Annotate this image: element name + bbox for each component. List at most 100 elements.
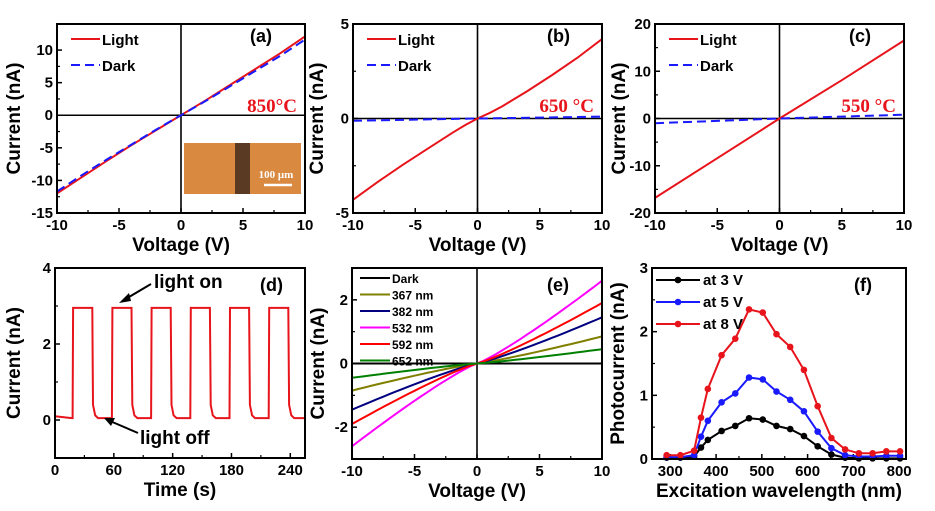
data-point-at-8-v (759, 309, 767, 316)
data-point-at-8-v (697, 414, 705, 421)
data-point-at-8-v (883, 448, 890, 455)
legend-label: at 5 V (703, 294, 743, 311)
data-point-at-8-v (677, 451, 684, 459)
data-point-at-8-v (855, 449, 863, 457)
legend-marker (674, 320, 682, 328)
legend-marker (674, 276, 682, 284)
y-tick-label: 0 (341, 111, 349, 128)
x-axis-title: Time (s) (144, 480, 217, 501)
y-tick-label: 10 (634, 63, 651, 80)
y-tick-label: 2 (43, 336, 51, 353)
data-point-at-5-v (759, 376, 767, 383)
data-point-at-3-v (828, 451, 835, 458)
panel-d: 0 60 120 180 240 0 2 4 Time (s) Current (nA) light… (4, 260, 306, 501)
panel-label: (c) (849, 26, 871, 46)
data-point-at-3-v (759, 416, 767, 423)
annealing-temperature-label: 550 °C (841, 96, 896, 117)
y-tick-label: -5 (40, 140, 53, 157)
annotation-light-on: light on (154, 272, 223, 293)
y-axis-title: Current (nA) (4, 63, 25, 175)
data-point-at-5-v (718, 399, 725, 406)
panel-label: (f) (854, 275, 872, 295)
x-tick-label: -10 (342, 217, 364, 234)
y-axis-title: Current (nA) (307, 63, 328, 175)
y-axis-title: Current (nA) (308, 308, 329, 420)
y-axis-title: Photocurrent (nA) (608, 282, 629, 445)
x-tick-label: 5 (535, 463, 543, 480)
x-tick-label: 0 (473, 463, 481, 480)
data-point-at-8-v (690, 447, 698, 455)
panel-label: (e) (547, 275, 569, 295)
data-point-at-8-v (800, 366, 808, 374)
y-tick-label: -15 (31, 205, 53, 222)
legend-marker (674, 298, 682, 306)
data-point-at-8-v (869, 449, 876, 457)
series-line-652-nm (351, 348, 603, 379)
x-axis-title: Voltage (V) (132, 235, 230, 256)
data-point-at-5-v (704, 417, 712, 425)
x-tick-label: 0 (473, 217, 481, 234)
x-tick-label: 0 (775, 217, 783, 234)
y-axis-title: Current (nA) (4, 307, 25, 419)
y-tick-label: 4 (43, 260, 52, 277)
legend-label: Dark (392, 272, 419, 286)
legend-label: 652 nm (392, 355, 433, 369)
x-tick-label: 120 (160, 462, 185, 479)
arrow-head-light-off (104, 418, 115, 426)
data-point-at-5-v (773, 388, 780, 395)
x-tick-label: 5 (536, 217, 544, 234)
x-axis-title: Voltage (V) (731, 235, 829, 256)
data-point-at-8-v (704, 385, 712, 393)
series-line-light (352, 38, 603, 201)
x-tick-label: -10 (341, 463, 363, 480)
x-tick-label: 10 (594, 217, 611, 234)
data-point-at-8-v (745, 306, 753, 313)
data-point-at-5-v (786, 396, 794, 404)
x-tick-label: -5 (409, 217, 422, 234)
x-tick-label: 240 (278, 462, 303, 479)
legend-label: 532 nm (392, 322, 433, 336)
x-tick-label: 10 (896, 217, 913, 234)
y-tick-label: 2 (640, 324, 648, 341)
y-tick-label: 5 (341, 16, 349, 33)
data-point-at-5-v (841, 451, 849, 459)
inset-electrode-gap (235, 143, 250, 194)
legend-label: 592 nm (392, 338, 433, 352)
legend-label-light: Light (700, 32, 737, 49)
y-tick-label: 0 (45, 107, 53, 124)
x-axis-title: Voltage (V) (428, 481, 526, 502)
plot-frame (351, 267, 603, 460)
data-point-at-5-v (814, 428, 821, 435)
legend-label: 382 nm (392, 305, 433, 319)
data-point-at-3-v (718, 427, 725, 435)
panel-label: (b) (547, 26, 570, 46)
y-tick-label: 0 (340, 356, 348, 373)
data-point-at-5-v (731, 390, 739, 397)
data-point-at-8-v (841, 446, 849, 453)
panel-e: -10 -5 0 5 10 -2 0 2 Voltage (V) Current (nA) Dark… (308, 267, 611, 502)
arrow-head-light-on (119, 293, 131, 303)
panel-label: (d) (260, 275, 283, 295)
x-tick-label: -5 (711, 217, 724, 234)
data-point-at-3-v (731, 422, 739, 430)
x-tick-label: 700 (841, 463, 866, 480)
series-line-photoresponse (54, 306, 305, 420)
x-tick-label: 400 (704, 463, 729, 480)
annealing-temperature-label: 850°C (247, 96, 297, 117)
y-axis-title: Current (nA) (609, 63, 630, 175)
y-tick-label: -2 (335, 419, 348, 436)
x-tick-label: 0 (51, 462, 59, 479)
x-tick-label: 10 (594, 463, 611, 480)
panel-f: 300 400 500 600 700 800 0 1 2 3 Excitation wavelen… (608, 260, 912, 502)
data-point-at-8-v (731, 335, 739, 342)
legend-label: at 3 V (703, 272, 743, 289)
data-point-at-3-v (814, 442, 821, 450)
panel-label: (a) (250, 26, 272, 46)
x-tick-label: 300 (658, 463, 683, 480)
x-tick-label: -10 (644, 217, 666, 234)
arrow-light-off (109, 420, 139, 434)
data-point-at-8-v (896, 448, 904, 455)
